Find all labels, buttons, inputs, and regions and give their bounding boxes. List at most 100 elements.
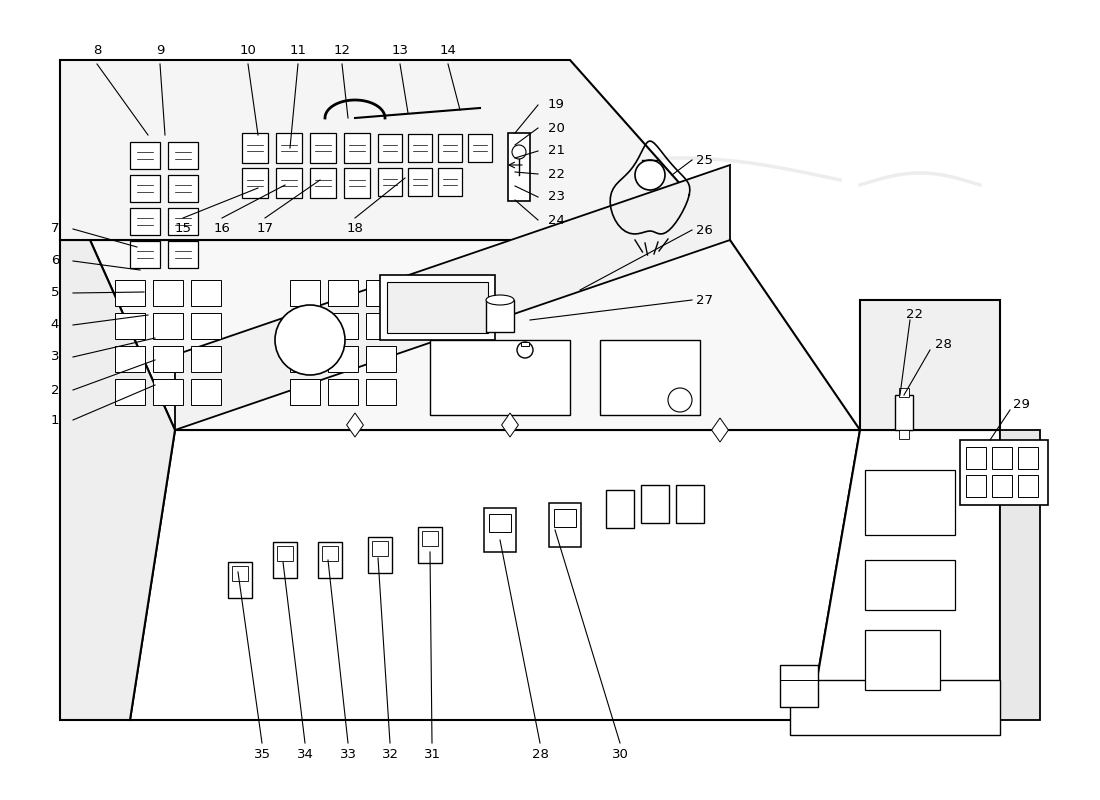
Polygon shape	[175, 165, 730, 430]
Text: 18: 18	[346, 222, 363, 234]
Text: 28: 28	[531, 749, 549, 762]
Text: 30: 30	[612, 749, 628, 762]
Text: 24: 24	[548, 214, 565, 226]
Bar	[378, 134, 402, 162]
Text: 4: 4	[51, 318, 59, 331]
Bar	[116, 280, 145, 306]
Bar	[865, 630, 940, 690]
Text: 35: 35	[253, 749, 271, 762]
Bar	[290, 280, 320, 306]
Bar	[116, 313, 145, 339]
Bar	[600, 340, 700, 415]
Bar	[168, 142, 198, 169]
Bar	[865, 560, 955, 610]
Bar	[130, 174, 159, 202]
Text: 26: 26	[696, 223, 713, 237]
Bar	[276, 133, 303, 163]
Bar	[960, 440, 1048, 505]
Bar	[641, 485, 669, 523]
Text: eurospares: eurospares	[578, 521, 823, 559]
Bar	[486, 300, 514, 332]
Text: eurospares: eurospares	[207, 521, 453, 559]
Bar	[242, 168, 268, 198]
Text: 20: 20	[548, 122, 565, 134]
Circle shape	[512, 145, 526, 159]
Bar	[191, 313, 221, 339]
Text: 8: 8	[92, 43, 101, 57]
Text: 16: 16	[213, 222, 230, 234]
Text: 34: 34	[297, 749, 313, 762]
Bar	[366, 280, 396, 306]
Bar	[318, 542, 342, 578]
Polygon shape	[712, 418, 728, 442]
Bar	[408, 168, 432, 196]
Bar	[153, 346, 183, 372]
Bar	[676, 485, 704, 523]
Bar	[328, 313, 358, 339]
Text: 31: 31	[424, 749, 440, 762]
Polygon shape	[860, 300, 1000, 430]
Polygon shape	[60, 60, 730, 240]
Bar	[344, 168, 370, 198]
Bar	[310, 168, 336, 198]
Bar	[378, 168, 402, 196]
Bar	[191, 280, 221, 306]
Bar	[366, 379, 396, 405]
Text: 6: 6	[51, 254, 59, 267]
Text: 33: 33	[340, 749, 356, 762]
Bar	[549, 503, 581, 547]
Text: 28: 28	[935, 338, 952, 351]
Polygon shape	[130, 430, 860, 720]
Bar	[899, 430, 909, 439]
Text: 22: 22	[548, 167, 565, 181]
Bar	[232, 566, 248, 581]
Bar	[521, 342, 529, 346]
Bar	[168, 207, 198, 234]
Bar	[277, 546, 293, 561]
Bar	[438, 134, 462, 162]
Bar	[322, 546, 338, 561]
Bar	[1018, 447, 1038, 469]
Bar	[966, 475, 986, 497]
Text: 13: 13	[392, 43, 408, 57]
Bar	[290, 346, 320, 372]
Text: 5: 5	[51, 286, 59, 299]
Bar	[273, 542, 297, 578]
Bar	[1018, 475, 1038, 497]
Polygon shape	[810, 430, 1000, 720]
Text: 12: 12	[333, 43, 351, 57]
Bar	[899, 388, 909, 397]
Polygon shape	[90, 240, 860, 430]
Text: 25: 25	[696, 154, 713, 166]
Bar	[508, 133, 530, 201]
Bar	[130, 142, 159, 169]
Bar	[490, 514, 512, 532]
Bar	[366, 313, 396, 339]
Bar	[895, 395, 913, 430]
Circle shape	[668, 388, 692, 412]
Bar	[191, 379, 221, 405]
Bar	[484, 508, 516, 552]
Circle shape	[635, 160, 666, 190]
Bar	[310, 133, 336, 163]
Bar	[387, 282, 488, 333]
Bar	[554, 509, 576, 527]
Polygon shape	[647, 488, 663, 512]
Bar	[328, 379, 358, 405]
Bar	[966, 447, 986, 469]
Polygon shape	[502, 413, 518, 437]
Text: 7: 7	[51, 222, 59, 235]
Text: 1: 1	[51, 414, 59, 426]
Text: 22: 22	[906, 309, 923, 322]
Ellipse shape	[486, 295, 514, 305]
Bar	[116, 379, 145, 405]
Bar	[290, 379, 320, 405]
Bar	[328, 280, 358, 306]
Text: 27: 27	[696, 294, 713, 306]
Text: 29: 29	[1013, 398, 1030, 411]
Bar	[430, 340, 570, 415]
Bar	[153, 280, 183, 306]
Bar	[606, 490, 634, 528]
Bar	[130, 241, 159, 267]
Circle shape	[275, 305, 345, 375]
